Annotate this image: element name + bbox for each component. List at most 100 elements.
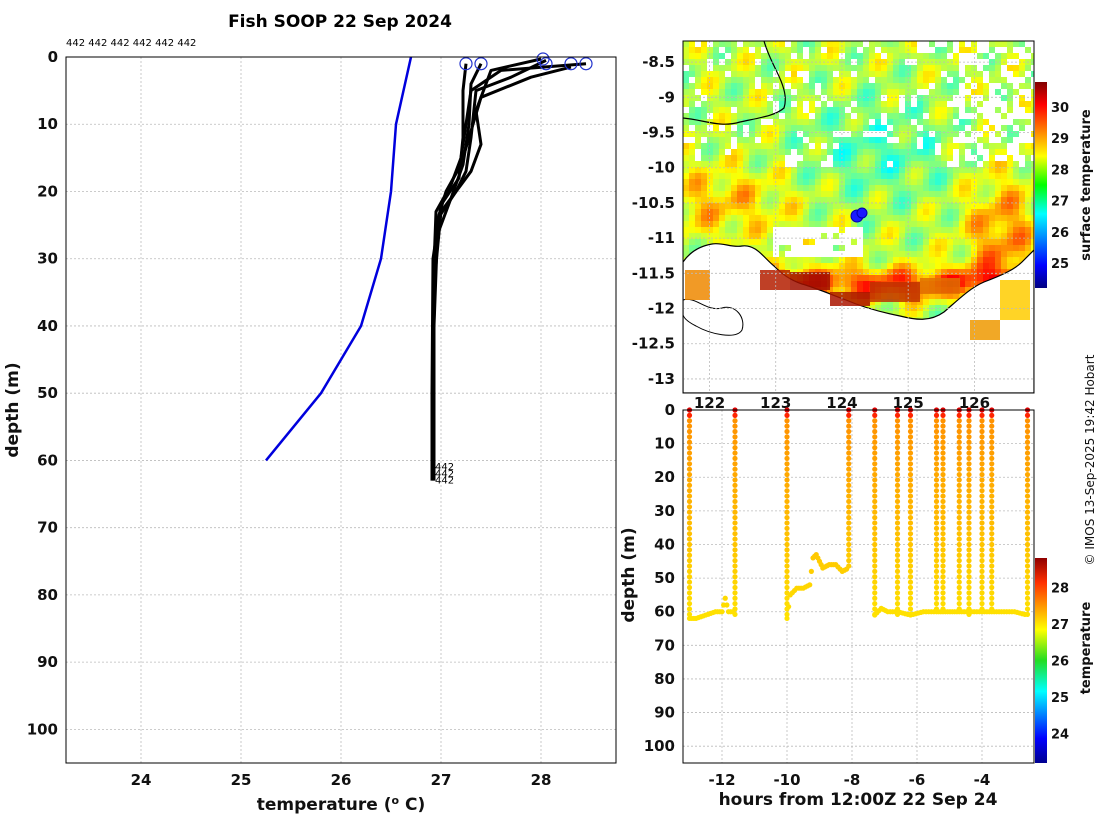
sst-cell-1660 [767,239,773,245]
sst-cell-803 [899,143,905,149]
section-point-90 [784,471,790,478]
section-point-480 [989,541,995,548]
sst-cell-1523 [845,221,851,227]
sst-cell-1867 [815,263,821,269]
section-point-162 [872,488,878,494]
sst-cell-1143 [689,185,695,191]
sst-cell-45 [689,47,695,53]
sst-cell-1296 [899,197,905,203]
sst-cell-1800 [767,257,773,263]
sst-cell-1579 [911,227,917,233]
sst-cell-588 [929,113,935,119]
sst-cell-744 [791,137,797,143]
section-point-403 [966,541,972,548]
sst-cell-256 [875,71,881,77]
section-point-152 [872,434,878,440]
section-point-160 [872,477,878,483]
section-point-202 [894,493,901,499]
section-point-468 [989,477,995,483]
map-tick-labels: 122 123 124 125 126-8.5-9-9.5-10-10.5-11-11.… [632,53,990,412]
sst-cell-576 [839,113,845,119]
section-point-166 [872,509,878,515]
sst-cell-672 [893,125,899,131]
sst-cell-1550 [1007,221,1013,227]
sst-cell-234 [701,71,707,77]
section-point-60 [732,520,738,526]
sst-cell-1734 [995,245,1001,251]
sst-cell-1313 [1001,197,1007,203]
sst-cell-2299 [929,305,935,311]
section-point-48 [732,455,738,462]
sst-cell-877 [731,155,737,161]
sst-cell-1657 [749,239,755,245]
section-point-255 [907,568,914,574]
section-point-181 [872,590,878,596]
sst-cell-240 [743,71,749,77]
sst-cell-1464 [845,215,851,221]
sst-cell-996 [869,167,875,173]
sst-cell-1943 [917,269,923,275]
section-point-38 [686,611,693,618]
sst-cell-1534 [911,221,917,227]
section-point-522 [1024,563,1031,569]
map-y-tick-label-8: -12.5 [632,335,675,353]
section-point-394 [966,493,972,499]
sst-cell-977 [755,167,761,173]
sst-cell-1691 [1025,239,1031,245]
section-point-436 [979,509,985,515]
sst-cell-1573 [875,227,881,233]
sst-cell-43 [1019,41,1025,47]
sst-cell-404 [887,89,893,95]
sst-cell-1760 [881,251,887,257]
sst-cell-765 [941,137,947,143]
sst-cell-1335 [779,203,785,209]
sst-cell-208 [875,65,881,71]
section-point-75 [732,601,738,607]
section-point-287 [933,531,940,537]
sst-cell-130 [1013,53,1019,59]
sst-cell-1393 [773,209,779,215]
sst-cell-15 [797,41,803,47]
sst-cell-160 [875,59,881,65]
section-point-175 [872,558,878,564]
sst-cell-942 [869,161,875,167]
sst-cell-1590 [977,227,983,233]
section-point-234 [907,455,914,462]
sst-cell-1139 [1019,179,1025,185]
sst-cell-584 [899,113,905,119]
sst-cell-1478 [929,215,935,221]
sst-cell-28 [881,41,887,47]
section-point-304 [940,418,946,424]
sst-cell-1395 [785,209,791,215]
sst-cell-693 [707,131,713,137]
map-axes-frame [682,40,1035,394]
section-point-232 [907,445,914,451]
warm-coastal-patch-3 [870,282,920,302]
sst-cell-1612 [755,233,761,239]
sst-cell-1147 [713,185,719,191]
sst-cell-526 [821,107,827,113]
sst-cell-1487 [983,215,989,221]
sst-cell-114 [887,53,893,59]
profile-lines [265,56,587,481]
sst-cell-200 [827,65,833,71]
sst-cell-1724 [935,245,941,251]
map-y-tick-label-6: -11.5 [632,264,675,282]
sst-cell-1678 [947,239,953,245]
sst-cell-880 [749,155,755,161]
sst-cell-662 [827,125,833,131]
sst-cell-735 [725,137,731,143]
sst-cell-1154 [755,185,761,191]
sst-cell-1092 [737,179,743,185]
y-tick-label-0: 0 [48,48,58,66]
section-point-116 [784,611,790,618]
sst-cell-1585 [947,227,953,233]
sst-cell-1441 [707,215,713,221]
sst-cell-861 [947,149,953,155]
section-point-211 [894,541,901,548]
sst-cell-2001 [911,275,917,281]
sst-cell-488 [857,101,863,107]
sst-cell-1520 [827,221,833,227]
sst-cell-1392 [767,209,773,215]
